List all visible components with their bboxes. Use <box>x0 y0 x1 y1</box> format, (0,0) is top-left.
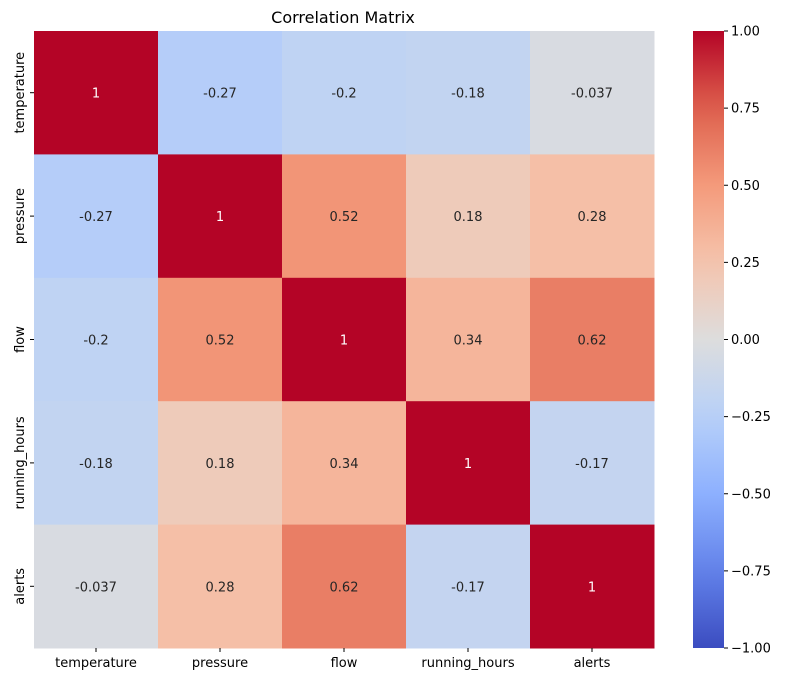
colorbar-tick-label: 0.00 <box>731 333 760 348</box>
heatmap-cell <box>158 277 283 402</box>
heatmap-cell <box>34 401 159 526</box>
heatmap-cell <box>406 31 531 155</box>
heatmap-cell <box>530 524 655 649</box>
heatmap-cell <box>282 31 407 155</box>
cell-annotation: 0.28 <box>578 210 607 225</box>
cell-annotation: 1 <box>216 210 224 225</box>
colorbar-tick-label: 0.25 <box>731 256 760 271</box>
heatmap-cell <box>158 154 283 279</box>
cell-annotation: -0.18 <box>79 457 113 472</box>
y-tick-label: pressure <box>13 188 28 244</box>
x-axis: temperature pressure flow running_hours aler… <box>55 648 611 671</box>
heatmap-cell <box>158 401 283 526</box>
cell-annotation: 0.28 <box>206 580 235 595</box>
heatmap-cell <box>158 31 283 155</box>
heatmap-cell <box>530 277 655 402</box>
cell-annotation: -0.2 <box>83 334 108 349</box>
cell-annotation: -0.17 <box>575 457 609 472</box>
colorbar-axis: 1.00 0.75 0.50 0.25 0.00 −0.25 −0.50 −0.75 −1.00 <box>724 25 771 657</box>
cell-annotation: 0.62 <box>330 580 359 595</box>
cell-annotation: 1 <box>92 87 100 102</box>
heatmap-cell <box>34 277 159 402</box>
cell-annotation: -0.27 <box>79 210 113 225</box>
colorbar-tick-label: −0.75 <box>731 564 771 579</box>
y-tick-label: running_hours <box>13 416 28 509</box>
y-tick-label: alerts <box>13 568 28 605</box>
chart-title: Correlation Matrix <box>271 8 415 27</box>
heatmap-cell <box>282 401 407 526</box>
heatmap-cell <box>158 524 283 649</box>
x-tick-label: running_hours <box>421 656 514 671</box>
heatmap-cell <box>34 31 159 155</box>
heatmap-cell <box>406 524 531 649</box>
cell-annotation: 1 <box>340 334 348 349</box>
cell-annotation: -0.037 <box>571 87 613 102</box>
y-tick-label: temperature <box>13 52 28 134</box>
x-tick-label: temperature <box>55 656 137 671</box>
x-tick-label: pressure <box>192 656 248 671</box>
heatmap-cell <box>406 154 531 279</box>
cell-annotation: 0.18 <box>206 457 235 472</box>
cell-annotation: 0.62 <box>578 334 607 349</box>
cell-annotation: 0.52 <box>206 334 235 349</box>
cell-annotation: 0.52 <box>330 210 359 225</box>
heatmap-cell <box>282 277 407 402</box>
heatmap-cells: 1 -0.27 -0.2 -0.18 -0.037 -0.27 1 0.52 0.18 0.28 -… <box>34 31 655 649</box>
colorbar-tick-label: 0.50 <box>731 179 760 194</box>
cell-annotation: -0.2 <box>331 87 356 102</box>
heatmap-cell <box>406 277 531 402</box>
colorbar-tick-label: −1.00 <box>731 642 771 657</box>
heatmap-cell <box>282 524 407 649</box>
heatmap-cell <box>530 31 655 155</box>
y-axis: temperature pressure flow running_hoursaler… <box>13 52 34 605</box>
cell-annotation: 0.34 <box>454 334 483 349</box>
heatmap-cell <box>406 401 531 526</box>
cell-annotation: 0.34 <box>330 457 359 472</box>
colorbar <box>693 31 724 648</box>
x-tick-label: flow <box>331 656 358 671</box>
heatmap-cell <box>282 154 407 279</box>
heatmap-cell <box>34 524 159 649</box>
heatmap-cell <box>530 154 655 279</box>
cell-annotation: -0.037 <box>75 580 117 595</box>
heatmap-cell <box>34 154 159 279</box>
cell-annotation: -0.27 <box>203 87 237 102</box>
colorbar-tick-label: 0.75 <box>731 102 760 117</box>
cell-annotation: -0.17 <box>451 580 485 595</box>
y-tick-label: flow <box>13 326 28 353</box>
x-tick-label: alerts <box>574 656 611 671</box>
colorbar-tick-label: −0.25 <box>731 410 771 425</box>
cell-annotation: 1 <box>588 580 596 595</box>
colorbar-tick-label: −0.50 <box>731 487 771 502</box>
colorbar-tick-label: 1.00 <box>731 25 760 40</box>
cell-annotation: 0.18 <box>454 210 483 225</box>
cell-annotation: 1 <box>464 457 472 472</box>
heatmap-cell <box>530 401 655 526</box>
cell-annotation: -0.18 <box>451 87 485 102</box>
